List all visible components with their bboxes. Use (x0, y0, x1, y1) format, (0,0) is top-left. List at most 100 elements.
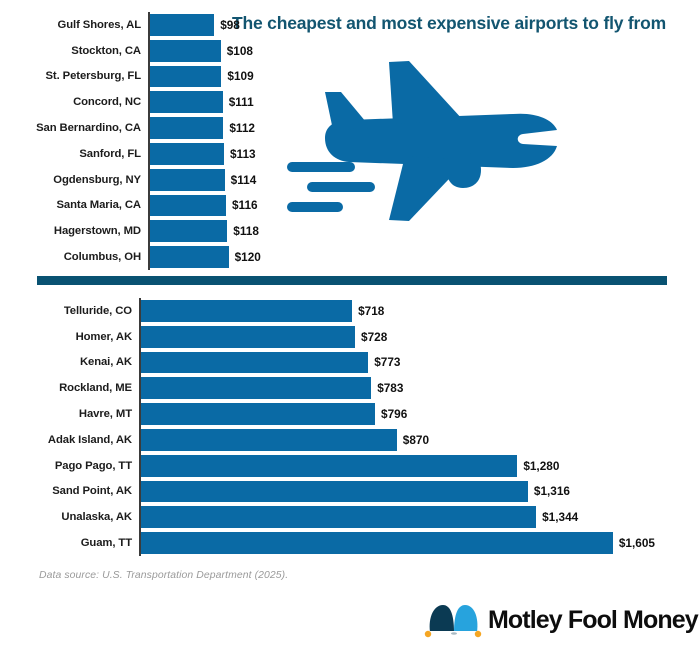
bar-row: Columbus, OH $120 (0, 244, 700, 270)
bar-value-label: $108 (226, 43, 253, 58)
bar-value-label: $773 (374, 355, 401, 370)
bar-value-label: $796 (381, 407, 408, 422)
bar-track: $112 (150, 115, 700, 141)
bar-row: Unalaska, AK $1,344 (0, 504, 700, 530)
bar-row: Concord, NC $111 (0, 89, 700, 115)
bar-track: $783 (141, 375, 700, 401)
bar-fill (141, 454, 518, 477)
bar-track: $1,316 (141, 479, 700, 505)
bar-category-label: Ogdensburg, NY (53, 173, 141, 186)
bar-value-label: $118 (233, 224, 259, 239)
bar-track: $113 (150, 141, 700, 167)
bar-fill (150, 246, 229, 268)
bar-category-label: Pago Pago, TT (54, 459, 132, 472)
bar-track: $796 (141, 401, 700, 427)
bar-track: $111 (150, 89, 700, 115)
bar-value-label: $870 (402, 432, 430, 447)
bar-category-label: Gulf Shores, AL (57, 18, 142, 31)
bar-category-label: Stockton, CA (71, 44, 141, 57)
bar-value-label: $113 (230, 146, 256, 161)
brand-logo-text: Motley Fool Money (488, 605, 699, 634)
bar-value-label: $783 (377, 381, 404, 396)
bar-row: Telluride, CO $718 (0, 298, 700, 324)
bar-value-label: $114 (230, 172, 257, 187)
jester-hat-icon (424, 600, 482, 640)
bar-category-label: Homer, AK (75, 330, 133, 343)
bar-track: $773 (141, 350, 700, 376)
bar-fill (141, 403, 376, 425)
bar-category-label: St. Petersburg, FL (45, 70, 142, 83)
bar-track: $114 (150, 167, 700, 193)
bar-fill (150, 142, 224, 165)
bar-category-label: Rockland, ME (59, 382, 132, 395)
brand-logo: Motley Fool Money (424, 600, 699, 640)
chart-most-expensive-airports: Telluride, CO $718 Homer, AK $728 Kenai, AK $… (0, 298, 700, 556)
bar-track: $728 (141, 324, 700, 350)
bar-category-label: Sand Point, AK (52, 485, 132, 498)
bar-track: $108 (150, 38, 700, 64)
bar-value-label: $1,280 (523, 458, 560, 473)
bar-track: $118 (150, 218, 700, 244)
bar-row: Ogdensburg, NY $114 (0, 167, 700, 193)
bar-fill (150, 14, 215, 36)
bar-track: $109 (150, 64, 700, 90)
bar-fill (141, 377, 372, 400)
bar-category-label: Hagerstown, MD (53, 225, 141, 238)
bar-value-label: $112 (229, 121, 255, 136)
bar-category-label: Kenai, AK (79, 356, 132, 369)
page-title: The cheapest and most expensive airports… (232, 13, 667, 33)
bar-track: $116 (150, 193, 700, 219)
bar-fill (150, 117, 224, 139)
bar-category-label: Santa Maria, CA (56, 199, 141, 212)
bar-track: $870 (141, 427, 700, 453)
bar-row: Guam, TT $1,605 (0, 530, 700, 556)
bar-row: St. Petersburg, FL $109 (0, 64, 700, 90)
bar-category-label: Adak Island, AK (47, 433, 132, 446)
bar-row: Santa Maria, CA $116 (0, 193, 700, 219)
section-divider (37, 276, 667, 285)
bar-fill (150, 65, 222, 88)
data-source-note: Data source: U.S. Transportation Departm… (39, 570, 289, 581)
bar-row: Hagerstown, MD $118 (0, 218, 700, 244)
bar-track: $1,605 (141, 530, 700, 556)
chart-axis-line (139, 298, 141, 556)
bar-row: Gulf Shores, AL $98 (0, 12, 700, 38)
bar-value-label: $111 (228, 95, 254, 110)
bar-fill (141, 351, 369, 374)
bar-row: Adak Island, AK $870 (0, 427, 700, 453)
bar-row: Homer, AK $728 (0, 324, 700, 350)
bar-track: $718 (141, 298, 700, 324)
chart-axis-line (148, 12, 150, 270)
bar-value-label: $98 (220, 17, 240, 32)
bar-category-label: Havre, MT (78, 408, 132, 421)
bar-row: Pago Pago, TT $1,280 (0, 453, 700, 479)
bar-category-label: Sanford, FL (79, 147, 141, 160)
bar-track: $120 (150, 244, 700, 270)
bar-value-label: $116 (231, 198, 258, 213)
bar-row: Rockland, ME $783 (0, 375, 700, 401)
bar-category-label: Telluride, CO (63, 304, 132, 317)
bar-fill (150, 91, 223, 114)
bar-row: Havre, MT $796 (0, 401, 700, 427)
bar-value-label: $1,605 (618, 536, 655, 551)
bar-value-label: $1,316 (533, 484, 570, 499)
bar-fill (141, 325, 356, 348)
bar-fill (150, 220, 228, 243)
bar-value-label: $109 (227, 69, 254, 84)
airplane-icon (285, 48, 605, 258)
bar-fill (141, 300, 353, 322)
bar-row: Sand Point, AK $1,316 (0, 479, 700, 505)
bar-value-label: $728 (361, 329, 388, 344)
bar-fill (150, 168, 225, 191)
bar-fill (141, 532, 613, 554)
bar-value-label: $120 (234, 250, 261, 265)
bar-track: $98 (150, 12, 700, 38)
bar-row: Stockton, CA $108 (0, 38, 700, 64)
bar-row: San Bernardino, CA $112 (0, 115, 700, 141)
bar-category-label: Columbus, OH (63, 251, 141, 264)
chart-cheapest-airports: Gulf Shores, AL $98 Stockton, CA $108 St. Pe… (0, 12, 700, 270)
bar-category-label: Unalaska, AK (61, 511, 132, 524)
bar-category-label: Guam, TT (80, 537, 132, 550)
bar-row: Kenai, AK $773 (0, 350, 700, 376)
